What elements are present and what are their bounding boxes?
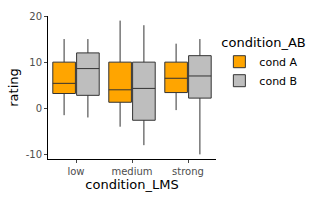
svg-text:condition_LMS: condition_LMS bbox=[85, 177, 178, 192]
svg-text:condition_AB: condition_AB bbox=[221, 35, 305, 50]
svg-text:cond B: cond B bbox=[259, 75, 297, 88]
svg-text:medium: medium bbox=[111, 166, 152, 177]
svg-text:10: 10 bbox=[29, 57, 42, 68]
svg-text:20: 20 bbox=[29, 11, 42, 22]
svg-text:low: low bbox=[67, 166, 84, 177]
svg-text:cond A: cond A bbox=[259, 56, 297, 69]
svg-text:strong: strong bbox=[172, 166, 204, 177]
svg-text:-10: -10 bbox=[26, 149, 42, 160]
svg-text:0: 0 bbox=[36, 103, 42, 114]
svg-text:rating: rating bbox=[6, 68, 21, 107]
